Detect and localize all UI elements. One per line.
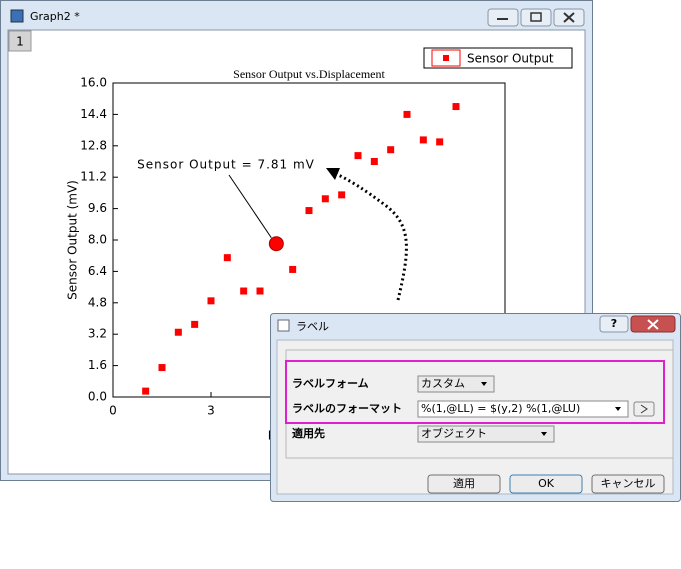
point: [387, 146, 395, 154]
dialog-title: ラベル: [296, 320, 329, 333]
dialog-button-label: キャンセル: [601, 477, 656, 490]
dialog-button[interactable]: [427, 474, 501, 494]
combo-box[interactable]: [417, 375, 495, 393]
combo-arrow: [481, 382, 487, 386]
close-icon: [563, 12, 575, 23]
arrow-head: [326, 168, 340, 180]
highlight-point: [268, 236, 284, 252]
dialog-icon: [277, 319, 290, 332]
maximize-button[interactable]: [520, 8, 552, 27]
combo-box[interactable]: [417, 425, 555, 443]
row-label: ラベルフォーム: [292, 377, 369, 390]
y-tick-label: 6.4: [88, 264, 107, 278]
y-tick-label: 3.2: [88, 327, 107, 341]
point: [436, 138, 444, 146]
y-tick-label: 4.8: [88, 295, 107, 309]
row-label: 適用先: [292, 426, 325, 440]
annotation: Sensor Output = 7.81 mV: [137, 158, 315, 172]
minimize-button[interactable]: [487, 8, 519, 27]
chart-title: Sensor Output vs.Displacement: [233, 67, 385, 81]
help-label: ?: [611, 317, 617, 330]
point: [370, 158, 378, 165]
y-tick-label: 1.6: [88, 358, 107, 372]
layer-label: 1: [16, 35, 24, 49]
y-tick-label: 12.8: [80, 138, 107, 152]
point: [174, 328, 182, 336]
window-icon: [10, 9, 24, 23]
point: [419, 136, 427, 144]
expand-button[interactable]: [633, 401, 655, 417]
point: [256, 287, 264, 295]
point: [207, 297, 215, 305]
legend-swatch: [431, 49, 461, 67]
expand-icon: [640, 404, 648, 414]
x-tick-label: 3: [207, 404, 215, 418]
row-label: ラベルのフォーマット: [292, 402, 402, 415]
x-tick-label: 0: [109, 404, 117, 418]
y-tick-label: 0.0: [88, 390, 107, 404]
combo-value: オブジェクト: [421, 426, 487, 440]
legend-marker: [443, 55, 449, 61]
point: [191, 320, 199, 328]
y-tick-label: 11.2: [80, 170, 107, 184]
help-button[interactable]: [599, 315, 629, 333]
dialog-button[interactable]: [509, 474, 583, 494]
callout-line: [228, 174, 272, 239]
point: [158, 364, 166, 372]
layer-tab[interactable]: [8, 30, 32, 52]
point: [142, 387, 150, 395]
combo-arrow: [541, 432, 547, 436]
point: [338, 191, 346, 199]
combo-box[interactable]: [417, 400, 629, 418]
point: [354, 152, 362, 160]
y-axis-label: Sensor Output (mV): [66, 180, 80, 300]
dialog-close-icon: [647, 319, 659, 330]
legend-box: [423, 47, 573, 69]
window-title: Graph2 *: [30, 10, 80, 23]
point: [452, 103, 460, 111]
point: [223, 254, 231, 262]
dialog-button-label: 適用: [453, 476, 475, 490]
combo-arrow: [615, 407, 621, 411]
y-tick-label: 8.0: [88, 233, 107, 247]
combo-value: カスタム: [421, 377, 465, 390]
y-tick-label: 14.4: [80, 107, 107, 121]
point: [403, 110, 411, 118]
maximize-icon: [530, 12, 542, 22]
point: [240, 287, 248, 295]
point: [305, 207, 313, 215]
y-tick-label: 9.6: [88, 201, 107, 215]
highlight: [285, 360, 665, 424]
y-tick-label: 16.0: [80, 76, 107, 90]
dialog-button[interactable]: [591, 474, 665, 494]
point: [289, 265, 297, 273]
dialog-button-label: OK: [538, 477, 555, 490]
combo-value: %(1,@LL) = $(y,2) %(1,@LU): [421, 402, 580, 415]
point: [321, 195, 329, 203]
legend-label: Sensor Output: [467, 52, 554, 66]
